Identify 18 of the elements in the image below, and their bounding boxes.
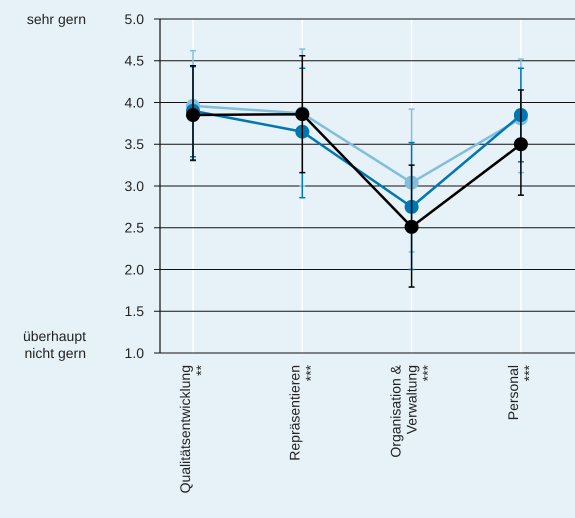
x-tick-label: Qualitätsentwicklung ** (177, 364, 209, 494)
y-tick-label: 3.5 (124, 136, 144, 152)
x-tick-label: Personal *** (504, 364, 537, 420)
y-tick-label: 4.0 (124, 94, 144, 110)
point (186, 108, 200, 122)
point (514, 137, 528, 152)
y-tick-label: 1.0 (124, 344, 144, 361)
point (404, 220, 419, 234)
y-tick-label: 4.5 (124, 52, 144, 69)
text: sehr gern (26, 10, 86, 27)
y-tick-label: 2.0 (124, 261, 144, 278)
text: überhaupt nicht gern (22, 328, 86, 361)
y-tick-label: 2.5 (124, 220, 144, 236)
y-tick-label: 3.0 (124, 178, 144, 194)
y-tick-label: 5.0 (124, 10, 144, 27)
x-tick-label: Repräsentieren *** (286, 364, 318, 461)
x-tick-label: Organisation & Verwaltung *** (388, 364, 436, 458)
y-tick-label: 1.5 (124, 303, 144, 320)
